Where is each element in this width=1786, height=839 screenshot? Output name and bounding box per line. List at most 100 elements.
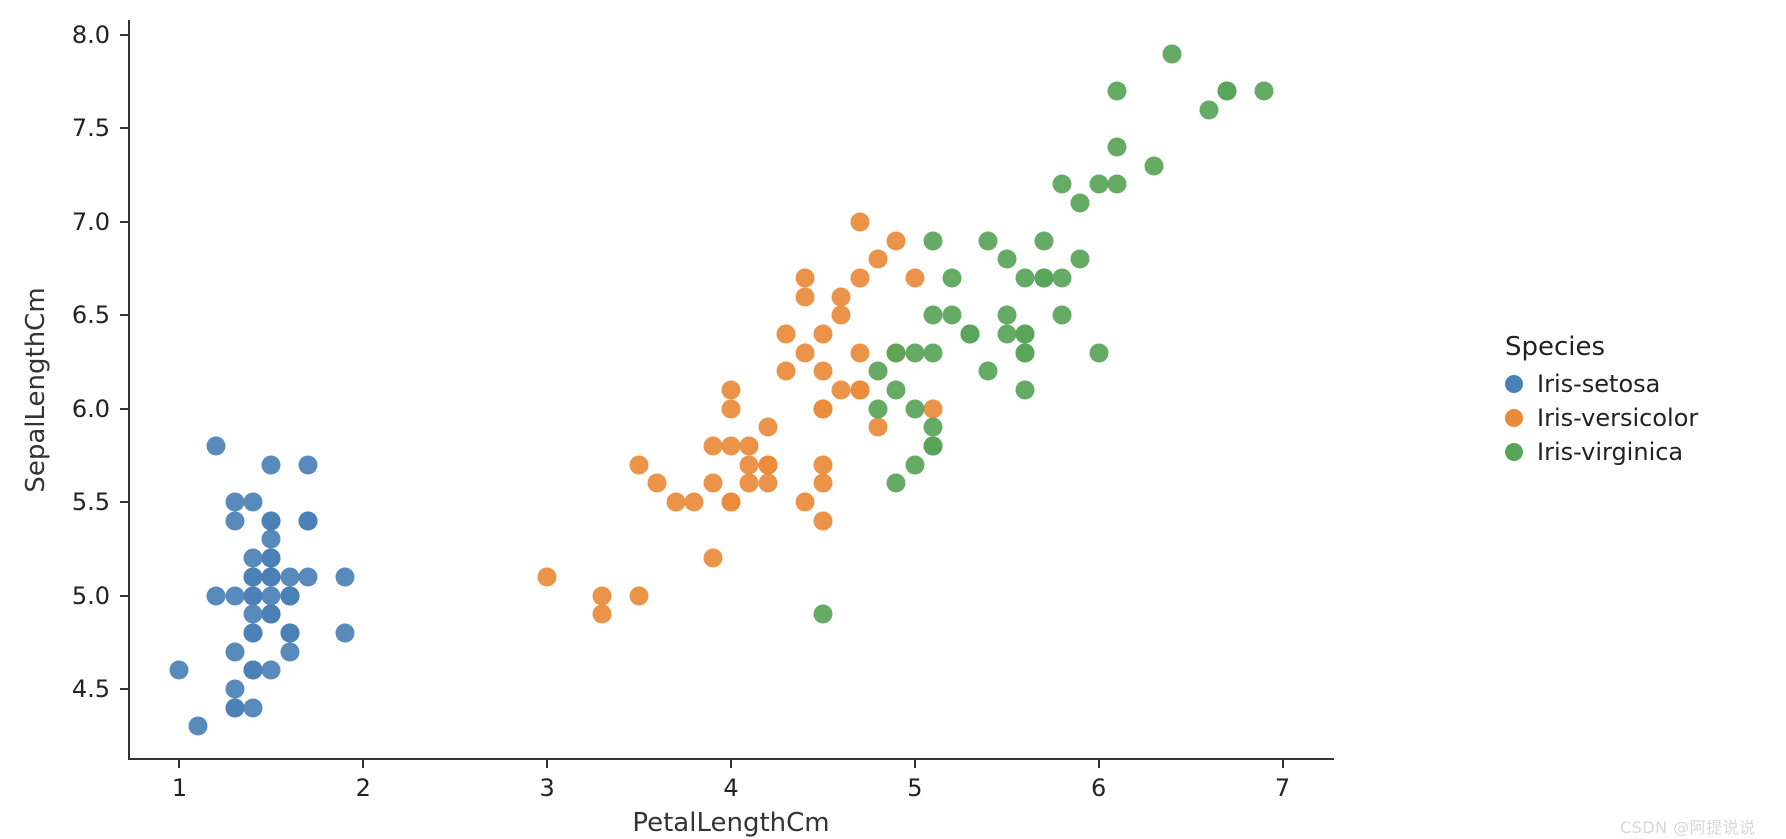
scatter-point	[225, 679, 244, 698]
scatter-point	[1108, 82, 1127, 101]
legend-dot-icon	[1505, 409, 1523, 427]
scatter-point	[722, 437, 741, 456]
scatter-point	[869, 362, 888, 381]
scatter-point	[832, 306, 851, 325]
scatter-point	[1199, 100, 1218, 119]
y-tick	[120, 127, 128, 129]
legend-item: Iris-versicolor	[1505, 404, 1698, 432]
scatter-point	[1052, 268, 1071, 287]
scatter-point	[648, 474, 667, 493]
scatter-point	[1071, 194, 1090, 213]
scatter-point	[280, 623, 299, 642]
scatter-point	[1255, 82, 1274, 101]
scatter-point	[1016, 381, 1035, 400]
y-tick-label: 7.5	[72, 114, 110, 142]
scatter-point	[280, 586, 299, 605]
scatter-point	[1052, 175, 1071, 194]
scatter-point	[225, 642, 244, 661]
scatter-point	[244, 586, 263, 605]
scatter-point	[703, 474, 722, 493]
scatter-chart: 12345674.55.05.56.06.57.07.58.0 PetalLen…	[0, 0, 1786, 839]
legend: Species Iris-setosaIris-versicolorIris-v…	[1505, 332, 1698, 472]
scatter-point	[813, 455, 832, 474]
scatter-point	[1218, 82, 1237, 101]
scatter-point	[813, 399, 832, 418]
y-tick	[120, 595, 128, 597]
x-axis-label: PetalLengthCm	[632, 808, 829, 838]
scatter-point	[188, 717, 207, 736]
y-tick-label: 6.5	[72, 301, 110, 329]
legend-label: Iris-setosa	[1537, 370, 1660, 398]
scatter-point	[795, 287, 814, 306]
scatter-point	[244, 567, 263, 586]
scatter-point	[207, 586, 226, 605]
watermark: CSDN @阿提说说	[1620, 814, 1756, 838]
y-tick	[120, 34, 128, 36]
scatter-point	[869, 250, 888, 269]
x-tick	[546, 760, 548, 768]
scatter-point	[225, 511, 244, 530]
scatter-point	[924, 437, 943, 456]
scatter-point	[758, 418, 777, 437]
scatter-point	[1052, 306, 1071, 325]
scatter-point	[905, 455, 924, 474]
y-tick-label: 4.5	[72, 675, 110, 703]
scatter-point	[850, 343, 869, 362]
x-tick-label: 4	[723, 774, 738, 802]
scatter-point	[777, 362, 796, 381]
scatter-point	[905, 399, 924, 418]
scatter-point	[924, 399, 943, 418]
x-tick	[178, 760, 180, 768]
scatter-point	[244, 661, 263, 680]
x-tick-label: 2	[356, 774, 371, 802]
scatter-point	[1016, 268, 1035, 287]
scatter-point	[1071, 250, 1090, 269]
scatter-point	[850, 381, 869, 400]
y-axis-spine	[128, 20, 130, 760]
scatter-point	[262, 530, 281, 549]
scatter-point	[795, 493, 814, 512]
x-tick-label: 3	[540, 774, 555, 802]
scatter-point	[869, 399, 888, 418]
x-tick	[362, 760, 364, 768]
x-tick	[730, 760, 732, 768]
scatter-point	[924, 231, 943, 250]
scatter-point	[1108, 175, 1127, 194]
y-tick-label: 7.0	[72, 208, 110, 236]
y-tick-label: 6.0	[72, 395, 110, 423]
x-tick-label: 7	[1275, 774, 1290, 802]
scatter-point	[740, 474, 759, 493]
x-tick	[1098, 760, 1100, 768]
scatter-point	[997, 250, 1016, 269]
scatter-point	[887, 474, 906, 493]
scatter-point	[1108, 138, 1127, 157]
scatter-point	[593, 605, 612, 624]
y-axis-label: SepalLengthCm	[21, 287, 51, 492]
scatter-point	[299, 511, 318, 530]
scatter-point	[1144, 156, 1163, 175]
scatter-point	[170, 661, 189, 680]
scatter-point	[1016, 343, 1035, 362]
y-tick	[120, 221, 128, 223]
scatter-point	[813, 605, 832, 624]
legend-dot-icon	[1505, 375, 1523, 393]
scatter-point	[335, 567, 354, 586]
y-tick	[120, 688, 128, 690]
scatter-point	[703, 549, 722, 568]
legend-item: Iris-virginica	[1505, 438, 1698, 466]
x-tick-label: 6	[1091, 774, 1106, 802]
scatter-point	[795, 268, 814, 287]
scatter-point	[244, 549, 263, 568]
scatter-point	[850, 268, 869, 287]
scatter-point	[813, 511, 832, 530]
scatter-point	[942, 306, 961, 325]
scatter-point	[813, 474, 832, 493]
scatter-point	[1163, 44, 1182, 63]
scatter-point	[924, 418, 943, 437]
x-tick-label: 5	[907, 774, 922, 802]
scatter-point	[997, 306, 1016, 325]
scatter-point	[887, 343, 906, 362]
scatter-point	[777, 324, 796, 343]
x-tick	[914, 760, 916, 768]
y-tick-label: 5.5	[72, 488, 110, 516]
